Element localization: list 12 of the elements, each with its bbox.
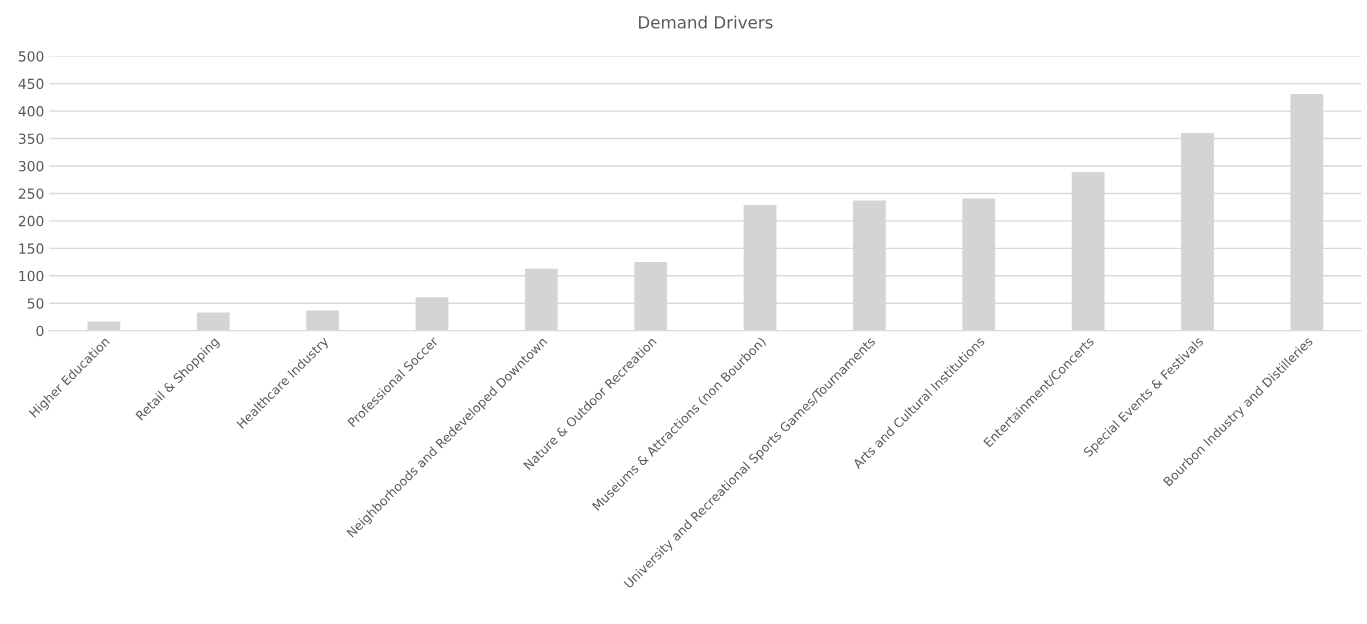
y-tick-label: 50 <box>27 298 44 309</box>
y-tick-label: 250 <box>18 188 44 199</box>
y-tick-label: 100 <box>19 270 44 282</box>
y-tick-label: 0 <box>36 325 44 337</box>
y-tick-label: 350 <box>18 133 44 144</box>
y-tick-label: 500 <box>18 51 44 62</box>
y-tick-label: 400 <box>18 106 44 117</box>
y-tick-label: 300 <box>18 160 44 172</box>
chart-title: Demand Drivers <box>639 15 773 29</box>
y-tick-label: 150 <box>19 243 44 254</box>
y-tick-label: 200 <box>18 215 44 227</box>
y-tick-label: 450 <box>18 78 44 90</box>
